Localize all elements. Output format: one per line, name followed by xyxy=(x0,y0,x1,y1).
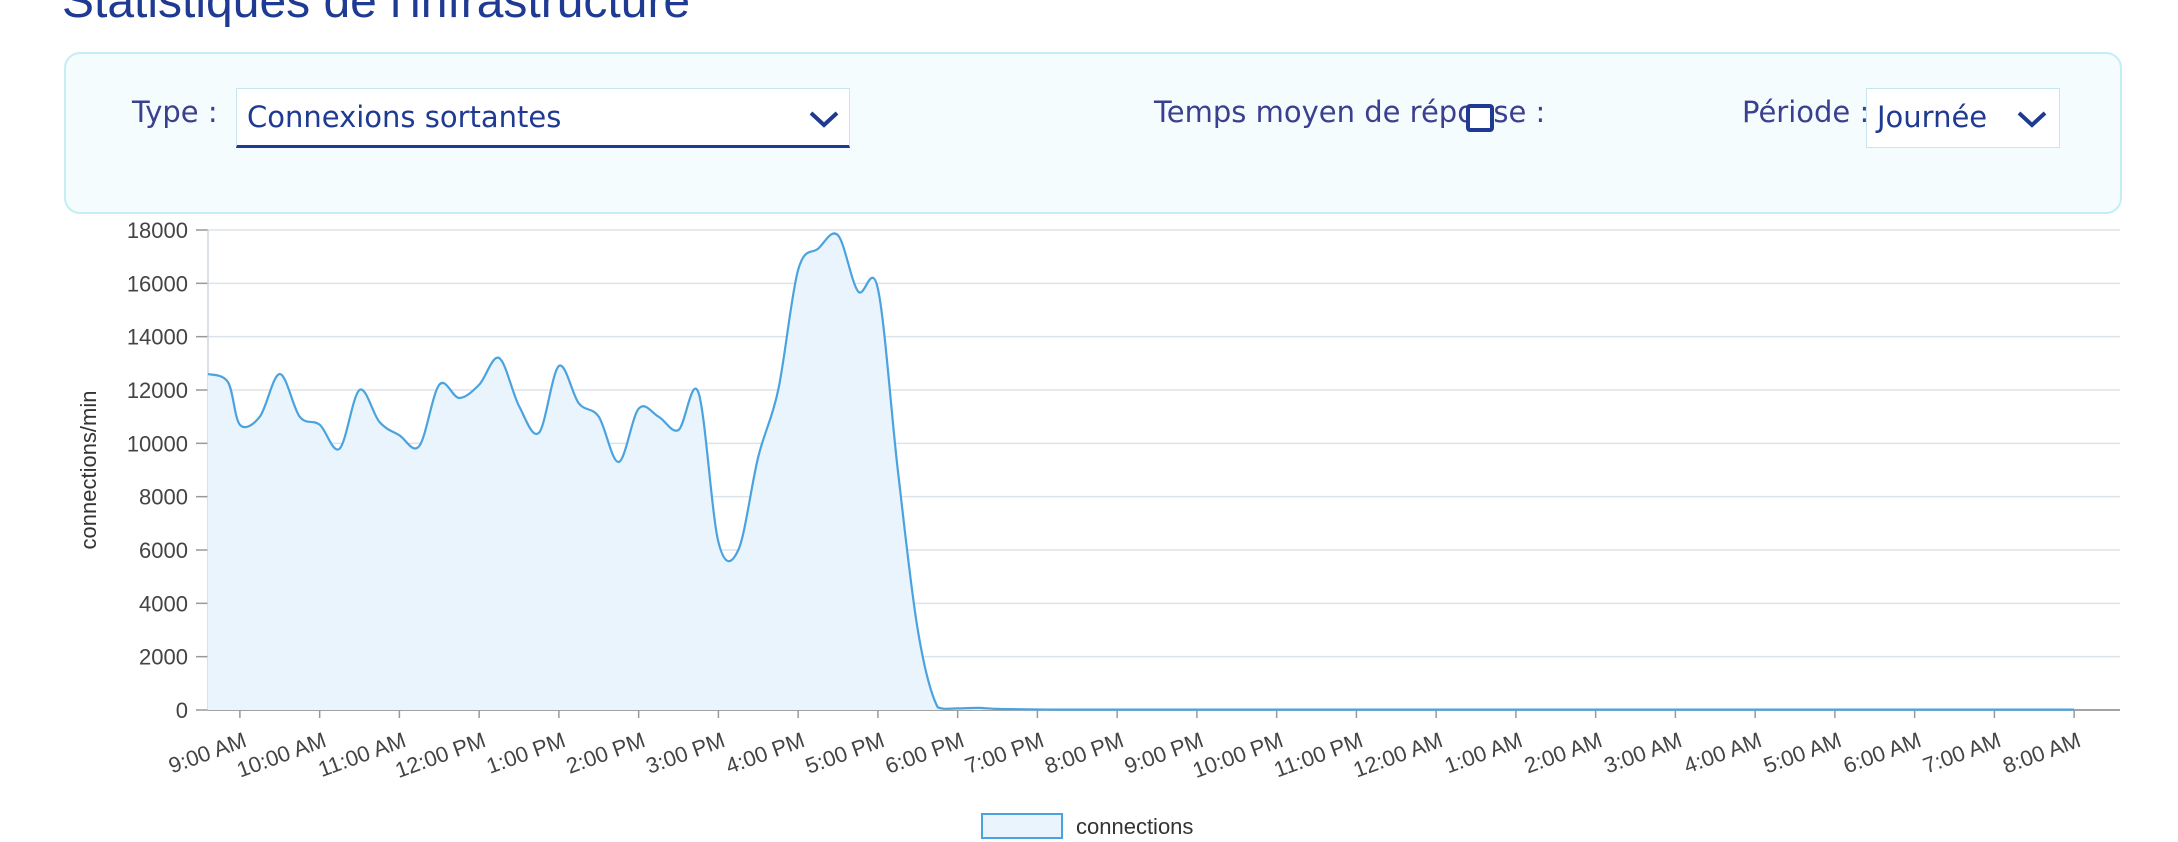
x-tick-label: 10:00 AM xyxy=(233,727,329,782)
x-tick-label: 6:00 PM xyxy=(882,727,968,779)
x-tick-label: 5:00 PM xyxy=(802,727,888,779)
x-tick-label: 6:00 AM xyxy=(1840,727,1924,778)
x-tick-label: 4:00 PM xyxy=(722,727,808,779)
legend-swatch xyxy=(981,813,1063,839)
type-label: Type : xyxy=(132,95,218,129)
chevron-down-icon xyxy=(2017,111,2047,128)
x-tick-label: 7:00 PM xyxy=(962,727,1048,779)
period-select[interactable]: Journée xyxy=(1866,88,2060,148)
y-tick-label: 6000 xyxy=(139,538,188,563)
type-select[interactable]: Connexions sortantes xyxy=(236,88,850,148)
y-axis-label: connections/min xyxy=(76,391,101,550)
page-title: Statistiques de l'infrastructure xyxy=(62,0,691,28)
period-label: Période : xyxy=(1742,95,1870,129)
x-tick-label: 2:00 AM xyxy=(1521,727,1605,778)
x-tick-label: 8:00 AM xyxy=(1999,727,2083,778)
response-time-checkbox[interactable] xyxy=(1466,104,1494,132)
y-tick-label: 2000 xyxy=(139,645,188,670)
series-area-connections xyxy=(208,233,2075,710)
connections-chart: 0 2000 4000 6000 8000 10000 12000 14000 16000 180… xyxy=(76,218,2120,839)
x-tick-label: 1:00 PM xyxy=(483,727,569,779)
series-line-connections xyxy=(207,232,2075,711)
x-tick-label: 10:00 PM xyxy=(1189,727,1286,783)
x-tick-label: 11:00 PM xyxy=(1271,727,1367,782)
x-tick-label: 5:00 AM xyxy=(1760,727,1844,778)
x-tick-label: 3:00 AM xyxy=(1601,727,1685,778)
y-tick-label: 4000 xyxy=(139,591,188,616)
x-tick-label: 2:00 PM xyxy=(563,727,649,779)
filter-panel: Type : Connexions sortantes Temps moyen … xyxy=(64,52,2122,214)
y-tick-label: 14000 xyxy=(127,325,188,350)
x-tick-label: 11:00 AM xyxy=(315,727,409,782)
legend-label: connections xyxy=(1076,814,1193,839)
x-tick-label: 3:00 PM xyxy=(643,727,729,779)
x-tick-label: 12:00 AM xyxy=(1350,727,1446,782)
y-tick-label: 18000 xyxy=(127,218,188,243)
y-tick-label: 8000 xyxy=(139,485,188,510)
y-tick-label: 16000 xyxy=(127,271,188,296)
y-tick-label: 12000 xyxy=(127,378,188,403)
x-tick-label: 1:00 AM xyxy=(1441,727,1525,778)
type-select-value: Connexions sortantes xyxy=(247,100,562,134)
chevron-down-icon xyxy=(809,111,839,128)
x-tick-label: 8:00 PM xyxy=(1041,727,1127,779)
y-tick-label: 0 xyxy=(176,698,188,723)
x-tick-label: 4:00 AM xyxy=(1680,727,1764,778)
x-tick-label: 12:00 PM xyxy=(392,727,489,783)
x-tick-label: 7:00 AM xyxy=(1920,727,2004,778)
period-select-value: Journée xyxy=(1877,100,1988,134)
y-tick-label: 10000 xyxy=(127,431,188,456)
